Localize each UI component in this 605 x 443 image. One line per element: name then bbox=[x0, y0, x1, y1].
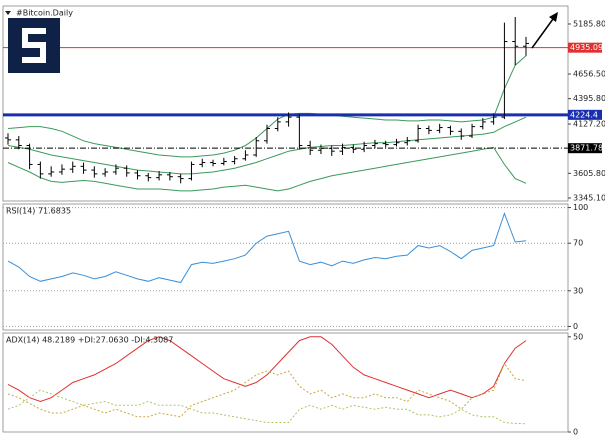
series-line bbox=[7, 336, 527, 403]
y-tick-label: 5185.80 bbox=[573, 19, 605, 28]
title-marker bbox=[5, 11, 11, 15]
arrow-line bbox=[531, 18, 554, 49]
y-tick-label: 3345.10 bbox=[573, 193, 605, 202]
logo-mark bbox=[22, 28, 46, 63]
y-tick-label: 50 bbox=[573, 332, 583, 341]
level-label-box bbox=[568, 143, 602, 154]
y-tick-label: 4395.80 bbox=[573, 94, 605, 103]
y-tick-label: 0 bbox=[573, 428, 578, 437]
series-line bbox=[7, 116, 527, 175]
series-line bbox=[7, 146, 527, 192]
series-line bbox=[7, 389, 527, 425]
level-label: 3871.78 bbox=[570, 144, 603, 153]
y-tick-label: 3605.80 bbox=[573, 169, 605, 178]
y-tick-label: 30 bbox=[573, 286, 583, 295]
trend-arrow bbox=[531, 12, 558, 49]
level-label-box bbox=[568, 109, 602, 120]
level-label: 4935.09 bbox=[570, 43, 603, 52]
y-tick-label: 100 bbox=[573, 203, 588, 212]
panel-frame bbox=[2, 203, 569, 331]
series-line bbox=[7, 362, 527, 418]
panel-frame bbox=[2, 5, 569, 202]
y-tick-label: 70 bbox=[573, 239, 583, 248]
y-tick-label: 4656.50 bbox=[573, 70, 605, 79]
panel-frame bbox=[2, 332, 569, 433]
arrow-head bbox=[549, 12, 558, 22]
level-label: 4224.4 bbox=[570, 110, 598, 119]
level-label-box bbox=[568, 42, 602, 53]
panel-title: #Bitcoin.Daily bbox=[16, 9, 73, 18]
series-line bbox=[7, 212, 527, 284]
panel-title: ADX(14) 48.2189 +DI:27.0630 -DI:4.3087 bbox=[6, 336, 173, 345]
logo bbox=[8, 18, 60, 73]
plot-layer: 5185.80 4656.50 4395.80 4127.20 3605.80 3345.… bbox=[2, 5, 605, 437]
panel-title: RSI(14) 71.6835 bbox=[6, 207, 71, 216]
y-tick-label: 0 bbox=[573, 322, 578, 331]
y-tick-label: 4127.20 bbox=[573, 120, 605, 129]
